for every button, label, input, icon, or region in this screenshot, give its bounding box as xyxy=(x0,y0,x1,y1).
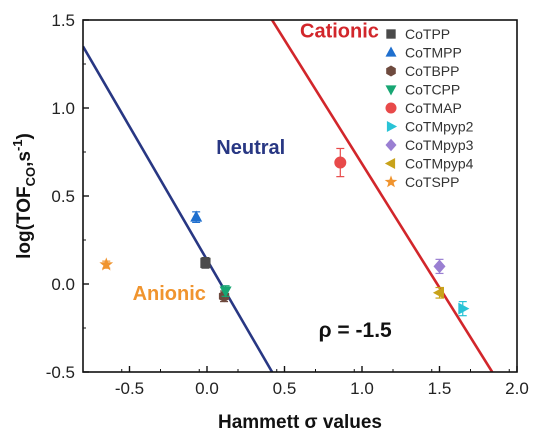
x-tick-label: -0.5 xyxy=(115,379,144,398)
fit-line-neutral xyxy=(83,45,274,372)
data-point-cotpp xyxy=(200,257,211,269)
data-point-cotmap xyxy=(334,147,347,178)
marker-star xyxy=(99,257,114,271)
svg-text:log(TOFCO,s-1): log(TOFCO,s-1) xyxy=(10,133,38,259)
y-tick-label: -0.5 xyxy=(46,363,75,382)
data-point-cotcpp xyxy=(219,285,232,298)
x-tick-label: 0.5 xyxy=(273,379,297,398)
y-axis-title-main: log(TOF xyxy=(14,186,35,258)
y-axis-title-tail: ,s xyxy=(14,151,35,167)
legend-label: CoTSPP xyxy=(405,174,459,190)
x-tick-label: 1.0 xyxy=(350,379,374,398)
legend-label: CoTMpyp3 xyxy=(405,137,474,153)
x-tick-label: 2.0 xyxy=(505,379,529,398)
x-tick-label: 1.5 xyxy=(428,379,452,398)
y-tick-label: 1.0 xyxy=(51,99,75,118)
legend-label: CoTMAP xyxy=(405,100,462,116)
legend-item-cotmpp: CoTMPP xyxy=(385,45,462,61)
data-point-cotmpp xyxy=(190,210,203,223)
data-point-cotmpyp4 xyxy=(432,286,444,299)
legend: CoTPP CoTMPP CoTBPP CoTCPP CoTMAP CoTMpyp2 CoT… xyxy=(384,26,474,190)
y-axis-title-close: ) xyxy=(14,133,35,139)
legend-item-cotmpyp2: CoTMpyp2 xyxy=(386,119,474,135)
x-tick-label: 0.0 xyxy=(195,379,219,398)
marker-triangle-up xyxy=(190,210,203,222)
y-axis-title: log(TOFCO,s-1) xyxy=(10,133,38,259)
data-point-cotspp xyxy=(99,257,114,271)
fit-line-cationic xyxy=(270,20,494,372)
legend-marker-square xyxy=(386,29,396,39)
annotation-neutral: Neutral xyxy=(216,137,285,159)
marker-diamond xyxy=(433,259,446,274)
marker-square xyxy=(200,257,211,268)
legend-item-cotbpp: CoTBPP xyxy=(386,63,459,79)
annotation-cationic: Cationic xyxy=(300,21,379,43)
legend-marker-circle xyxy=(385,102,397,114)
legend-label: CoTMPP xyxy=(405,45,462,61)
legend-label: CoTMpyp2 xyxy=(405,119,474,135)
legend-marker-hexagon xyxy=(386,65,396,77)
annotation-anionic: Anionic xyxy=(133,283,206,305)
y-axis-title-sub: CO xyxy=(23,167,38,187)
legend-label: CoTPP xyxy=(405,26,450,42)
legend-label: CoTBPP xyxy=(405,63,459,79)
marker-circle xyxy=(334,156,347,169)
marker-triangle-right xyxy=(458,302,470,315)
legend-item-cotmap: CoTMAP xyxy=(385,100,462,116)
legend-item-cotmpyp3: CoTMpyp3 xyxy=(385,137,474,153)
annotation-rho: ρ = -1.5 xyxy=(319,319,392,342)
legend-label: CoTCPP xyxy=(405,82,460,98)
data-point-cotmpyp3 xyxy=(433,258,446,275)
legend-marker-star xyxy=(384,175,398,188)
x-axis-title: Hammett σ values xyxy=(218,412,382,433)
legend-marker-diamond xyxy=(385,138,397,152)
y-tick-label: 0.5 xyxy=(51,187,75,206)
y-tick-label: 1.5 xyxy=(51,11,75,30)
legend-marker-triangle-up xyxy=(385,46,397,57)
legend-marker-triangle-right xyxy=(386,121,398,132)
legend-item-cotcpp: CoTCPP xyxy=(385,82,460,98)
marker-triangle-down xyxy=(219,286,232,298)
y-axis-title-sup: -1 xyxy=(10,139,25,151)
legend-item-cotspp: CoTSPP xyxy=(384,174,459,190)
legend-label: CoTMpyp4 xyxy=(405,156,474,172)
legend-item-cotmpyp4: CoTMpyp4 xyxy=(384,156,474,172)
legend-marker-triangle-left xyxy=(384,158,396,169)
legend-item-cotpp: CoTPP xyxy=(386,26,450,42)
legend-marker-triangle-down xyxy=(385,85,397,96)
y-tick-label: 0.0 xyxy=(51,275,75,294)
marker-triangle-left xyxy=(432,286,444,299)
data-point-cotmpyp2 xyxy=(458,301,470,317)
